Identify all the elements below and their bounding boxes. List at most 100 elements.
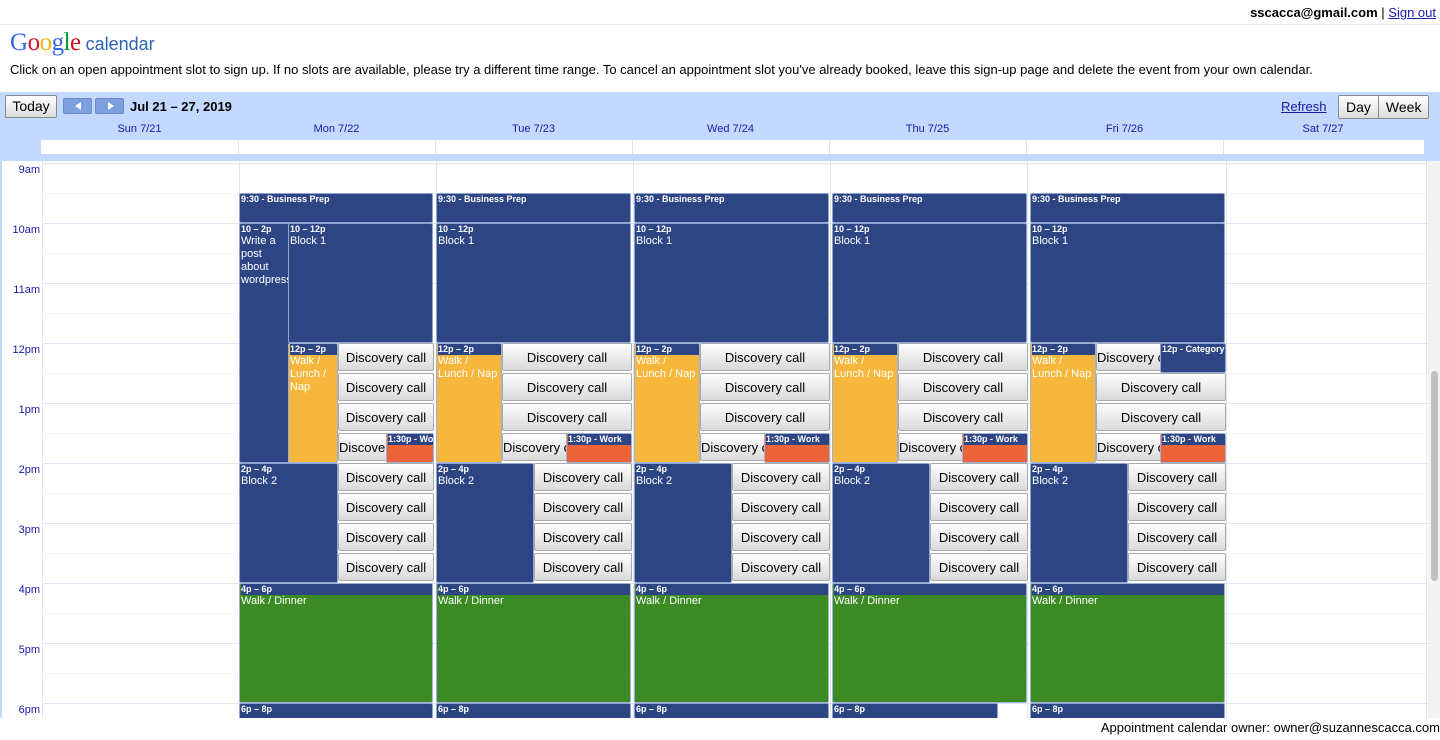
event-walk-lunch-nap[interactable]: 12p – 2p Walk / Lunch / Nap (436, 343, 502, 463)
hour-label: 5pm (18, 644, 40, 656)
discovery-call-slot[interactable]: Discovery call (898, 373, 1028, 401)
today-button[interactable]: Today (5, 95, 57, 118)
day-view-button[interactable]: Day (1339, 96, 1378, 118)
discovery-call-slot[interactable]: Discovery call (338, 553, 434, 581)
discovery-call-slot[interactable]: Discovery call (700, 403, 830, 431)
event-work[interactable]: 1:30p - Work (764, 433, 830, 463)
week-view-button[interactable]: Week (1377, 96, 1429, 118)
event-category[interactable]: 12p - Category (1160, 343, 1226, 373)
discovery-call-slot[interactable]: Discovery call (1128, 523, 1226, 551)
day-header-thu: Thu 7/25 (905, 123, 950, 135)
event-walk-dinner[interactable]: 4p – 6p Walk / Dinner (1030, 583, 1225, 703)
event-walk-dinner[interactable]: 4p – 6p Walk / Dinner (239, 583, 433, 703)
user-email: sscacca@gmail.com (1250, 5, 1378, 20)
day-header-wed: Wed 7/24 (707, 123, 754, 135)
event-evening[interactable]: 6p – 8p (436, 703, 631, 718)
event-block-1[interactable]: 10 – 12p Block 1 (1030, 223, 1225, 343)
discovery-call-slot[interactable]: Discovery call (1128, 553, 1226, 581)
day-header-mon: Mon 7/22 (313, 123, 360, 135)
discovery-call-slot[interactable]: Discovery call (1128, 493, 1226, 521)
discovery-call-slot[interactable]: Discovery call (534, 523, 632, 551)
discovery-call-slot[interactable]: Discovery call (732, 553, 830, 581)
event-business-prep[interactable]: 9:30 - Business Prep (436, 193, 631, 223)
event-block-1[interactable]: 10 – 12p Block 1 (436, 223, 631, 343)
prev-week-arrow-icon[interactable] (63, 98, 92, 114)
event-block-2[interactable]: 2p – 4p Block 2 (239, 463, 338, 583)
hour-label: 11am (13, 284, 40, 296)
discovery-call-slot[interactable]: Discovery call (930, 463, 1028, 491)
grid-scrollbar[interactable] (1428, 161, 1440, 718)
discovery-call-slot[interactable]: Discovery call (338, 373, 434, 401)
event-walk-lunch-nap[interactable]: 12p – 2p Walk / Lunch / Nap (1030, 343, 1096, 463)
event-walk-dinner[interactable]: 4p – 6p Walk / Dinner (634, 583, 829, 703)
event-write-post[interactable]: 10 – 2p Write a post about wordpress (239, 223, 290, 463)
google-calendar-logo: Google calendar (10, 27, 155, 55)
discovery-call-slot[interactable]: Discovery call (534, 553, 632, 581)
discovery-call-slot[interactable]: Discovery call (1096, 403, 1226, 431)
google-logo: Google (10, 29, 81, 56)
event-block-2[interactable]: 2p – 4p Block 2 (436, 463, 534, 583)
discovery-call-slot[interactable]: Discovery call (898, 433, 964, 461)
event-work[interactable]: 1:30p - Work (386, 433, 434, 463)
discovery-call-slot[interactable]: Discovery call (502, 403, 632, 431)
event-walk-lunch-nap[interactable]: 12p – 2p Walk / Lunch / Nap (288, 343, 338, 463)
calendar-grid[interactable]: 9am 10am 11am 12pm 1pm 2pm 3pm 4pm 5pm 6… (0, 161, 1428, 718)
event-business-prep[interactable]: 9:30 - Business Prep (1030, 193, 1225, 223)
event-block-2[interactable]: 2p – 4p Block 2 (1030, 463, 1128, 583)
discovery-call-slot[interactable]: Discovery call (502, 433, 568, 461)
discovery-call-slot[interactable]: Discovery call (930, 523, 1028, 551)
event-block-2[interactable]: 2p – 4p Block 2 (832, 463, 930, 583)
discovery-call-slot[interactable]: Discovery call (338, 523, 434, 551)
discovery-call-slot[interactable]: Discovery call (1096, 343, 1162, 371)
discovery-call-slot[interactable]: Discovery call (338, 403, 434, 431)
discovery-call-slot[interactable]: Discovery call (732, 523, 830, 551)
hour-label: 10am (12, 224, 40, 236)
event-walk-dinner[interactable]: 4p – 6p Walk / Dinner (832, 583, 1027, 703)
hour-label: 6pm (18, 704, 40, 716)
scrollbar-thumb[interactable] (1431, 371, 1438, 581)
discovery-call-slot[interactable]: Discovery call (732, 493, 830, 521)
refresh-link[interactable]: Refresh (1281, 99, 1327, 114)
event-business-prep[interactable]: 9:30 - Business Prep (832, 193, 1027, 223)
discovery-call-slot[interactable]: Discovery call (732, 463, 830, 491)
discovery-call-slot[interactable]: Discovery call (930, 493, 1028, 521)
discovery-call-slot[interactable]: Discovery call (502, 343, 632, 371)
next-week-arrow-icon[interactable] (95, 98, 124, 114)
discovery-call-slot[interactable]: Discovery call (1096, 373, 1226, 401)
discovery-call-slot[interactable]: Discovery call (930, 553, 1028, 581)
event-evening[interactable]: 6p – 8p (239, 703, 433, 718)
discovery-call-slot[interactable]: Discovery call (338, 463, 434, 491)
discovery-call-slot[interactable]: Discovery call (700, 433, 766, 461)
event-evening[interactable]: 6p – 8p (832, 703, 998, 718)
discovery-call-slot[interactable]: Discovery call (898, 403, 1028, 431)
event-evening[interactable]: 6p – 8p (1030, 703, 1225, 718)
discovery-call-slot[interactable]: Discovery call (1096, 433, 1162, 461)
sign-out-link[interactable]: Sign out (1388, 5, 1436, 20)
event-block-2[interactable]: 2p – 4p Block 2 (634, 463, 732, 583)
event-walk-dinner[interactable]: 4p – 6p Walk / Dinner (436, 583, 631, 703)
discovery-call-slot[interactable]: Discovery call (502, 373, 632, 401)
event-business-prep[interactable]: 9:30 - Business Prep (634, 193, 829, 223)
discovery-call-slot[interactable]: Discovery call (338, 493, 434, 521)
event-evening[interactable]: 6p – 8p (634, 703, 829, 718)
discovery-call-slot[interactable]: Discovery call (534, 463, 632, 491)
event-work[interactable]: 1:30p - Work (962, 433, 1028, 463)
hour-label: 9am (18, 164, 40, 176)
discovery-call-slot[interactable]: Discovery call (534, 493, 632, 521)
top-bar: sscacca@gmail.com | Sign out (0, 0, 1440, 25)
event-business-prep[interactable]: 9:30 - Business Prep (239, 193, 433, 223)
event-work[interactable]: 1:30p - Work (1160, 433, 1226, 463)
discovery-call-slot[interactable]: Discovery call (898, 343, 1028, 371)
discovery-call-slot[interactable]: Discovery call (700, 373, 830, 401)
event-work[interactable]: 1:30p - Work (566, 433, 632, 463)
discovery-call-slot[interactable]: Discovery call (338, 433, 388, 461)
event-block-1[interactable]: 10 – 12p Block 1 (634, 223, 829, 343)
event-block-1[interactable]: 10 – 12p Block 1 (288, 223, 433, 343)
event-block-1[interactable]: 10 – 12p Block 1 (832, 223, 1027, 343)
date-range: Jul 21 – 27, 2019 (130, 99, 232, 114)
discovery-call-slot[interactable]: Discovery call (700, 343, 830, 371)
event-walk-lunch-nap[interactable]: 12p – 2p Walk / Lunch / Nap (832, 343, 898, 463)
discovery-call-slot[interactable]: Discovery call (338, 343, 434, 371)
event-walk-lunch-nap[interactable]: 12p – 2p Walk / Lunch / Nap (634, 343, 700, 463)
discovery-call-slot[interactable]: Discovery call (1128, 463, 1226, 491)
